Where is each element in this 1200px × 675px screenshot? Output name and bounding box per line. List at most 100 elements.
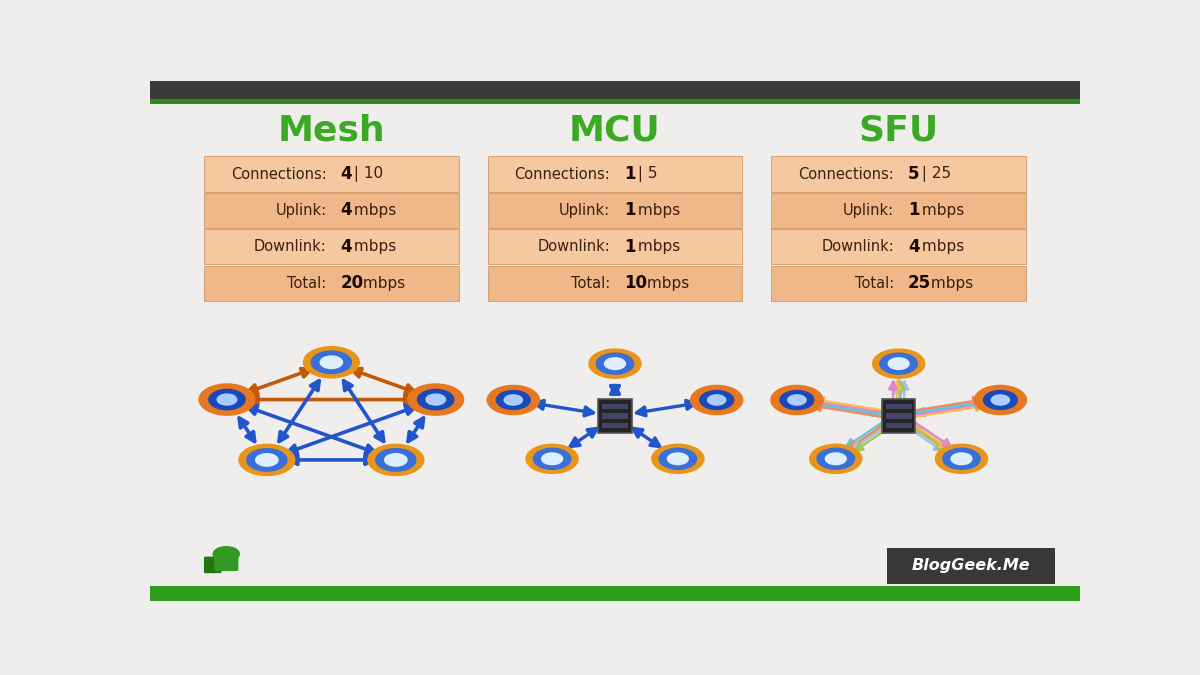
Circle shape: [770, 385, 823, 414]
Text: | 10: | 10: [349, 166, 384, 182]
FancyBboxPatch shape: [599, 400, 631, 433]
Text: mbps: mbps: [642, 275, 689, 291]
Text: 1: 1: [624, 165, 636, 183]
Text: | 5: | 5: [634, 166, 658, 182]
Text: 1: 1: [624, 201, 636, 219]
Circle shape: [385, 454, 407, 466]
FancyBboxPatch shape: [487, 229, 743, 265]
FancyBboxPatch shape: [602, 404, 628, 409]
Text: 1: 1: [624, 238, 636, 256]
FancyBboxPatch shape: [602, 423, 628, 428]
FancyBboxPatch shape: [487, 157, 743, 192]
Circle shape: [974, 385, 1026, 414]
Text: Mesh: Mesh: [277, 113, 385, 147]
Circle shape: [691, 385, 743, 414]
Circle shape: [214, 547, 239, 561]
Circle shape: [487, 385, 539, 414]
Circle shape: [667, 453, 689, 464]
Text: Uplink:: Uplink:: [559, 203, 611, 218]
Circle shape: [880, 353, 917, 374]
Circle shape: [199, 384, 254, 415]
Text: 10: 10: [624, 274, 647, 292]
Circle shape: [504, 395, 522, 405]
Circle shape: [247, 449, 287, 471]
Text: Connections:: Connections:: [798, 167, 894, 182]
Circle shape: [217, 394, 236, 405]
Text: MCU: MCU: [569, 113, 661, 147]
FancyBboxPatch shape: [772, 265, 1026, 301]
Text: Connections:: Connections:: [230, 167, 326, 182]
Circle shape: [368, 444, 424, 475]
Text: 20: 20: [341, 274, 364, 292]
Text: mbps: mbps: [634, 240, 680, 254]
Circle shape: [817, 448, 854, 469]
Circle shape: [943, 448, 980, 469]
Circle shape: [788, 395, 806, 405]
Text: Uplink:: Uplink:: [276, 203, 326, 218]
Text: mbps: mbps: [917, 203, 964, 218]
Circle shape: [408, 384, 463, 415]
FancyBboxPatch shape: [487, 193, 743, 228]
Circle shape: [533, 448, 571, 469]
Text: 5: 5: [908, 165, 919, 183]
Text: 4: 4: [341, 165, 353, 183]
Circle shape: [936, 444, 988, 473]
Text: mbps: mbps: [349, 203, 397, 218]
Text: BlogGeek.Me: BlogGeek.Me: [912, 558, 1031, 574]
Text: 4: 4: [908, 238, 919, 256]
Circle shape: [991, 395, 1009, 405]
Circle shape: [239, 444, 295, 475]
Text: 4: 4: [341, 238, 353, 256]
Circle shape: [426, 394, 445, 405]
Circle shape: [780, 391, 814, 410]
Circle shape: [605, 358, 625, 369]
FancyBboxPatch shape: [882, 400, 916, 433]
FancyBboxPatch shape: [204, 193, 458, 228]
FancyBboxPatch shape: [204, 557, 222, 573]
FancyBboxPatch shape: [204, 157, 458, 192]
Circle shape: [497, 391, 530, 410]
Text: Total:: Total:: [571, 275, 611, 291]
Circle shape: [659, 448, 697, 469]
Circle shape: [256, 454, 278, 466]
Text: SFU: SFU: [858, 113, 938, 147]
Text: mbps: mbps: [359, 275, 406, 291]
Text: mbps: mbps: [925, 275, 973, 291]
FancyBboxPatch shape: [886, 404, 912, 409]
Text: Downlink:: Downlink:: [254, 240, 326, 254]
Circle shape: [589, 349, 641, 378]
FancyBboxPatch shape: [772, 193, 1026, 228]
FancyBboxPatch shape: [150, 81, 1080, 101]
Circle shape: [984, 391, 1018, 410]
FancyBboxPatch shape: [150, 99, 1080, 104]
Text: 1: 1: [908, 201, 919, 219]
FancyBboxPatch shape: [772, 229, 1026, 265]
FancyBboxPatch shape: [602, 413, 628, 418]
Text: Total:: Total:: [288, 275, 326, 291]
Text: mbps: mbps: [349, 240, 397, 254]
Text: mbps: mbps: [917, 240, 964, 254]
Circle shape: [700, 391, 733, 410]
FancyBboxPatch shape: [214, 552, 239, 571]
FancyBboxPatch shape: [886, 413, 912, 418]
Text: Downlink:: Downlink:: [821, 240, 894, 254]
Text: | 25: | 25: [917, 166, 950, 182]
Circle shape: [952, 453, 972, 464]
Circle shape: [311, 351, 352, 373]
Circle shape: [526, 444, 578, 473]
Circle shape: [304, 347, 359, 378]
FancyBboxPatch shape: [772, 157, 1026, 192]
Text: Connections:: Connections:: [515, 167, 611, 182]
Circle shape: [872, 349, 925, 378]
Text: Total:: Total:: [854, 275, 894, 291]
Circle shape: [596, 353, 634, 374]
Circle shape: [209, 389, 245, 410]
Text: 4: 4: [341, 201, 353, 219]
Circle shape: [418, 389, 454, 410]
FancyBboxPatch shape: [888, 548, 1055, 584]
Text: Downlink:: Downlink:: [538, 240, 611, 254]
Circle shape: [652, 444, 704, 473]
FancyBboxPatch shape: [204, 229, 458, 265]
Circle shape: [376, 449, 416, 471]
Text: 25: 25: [908, 274, 931, 292]
